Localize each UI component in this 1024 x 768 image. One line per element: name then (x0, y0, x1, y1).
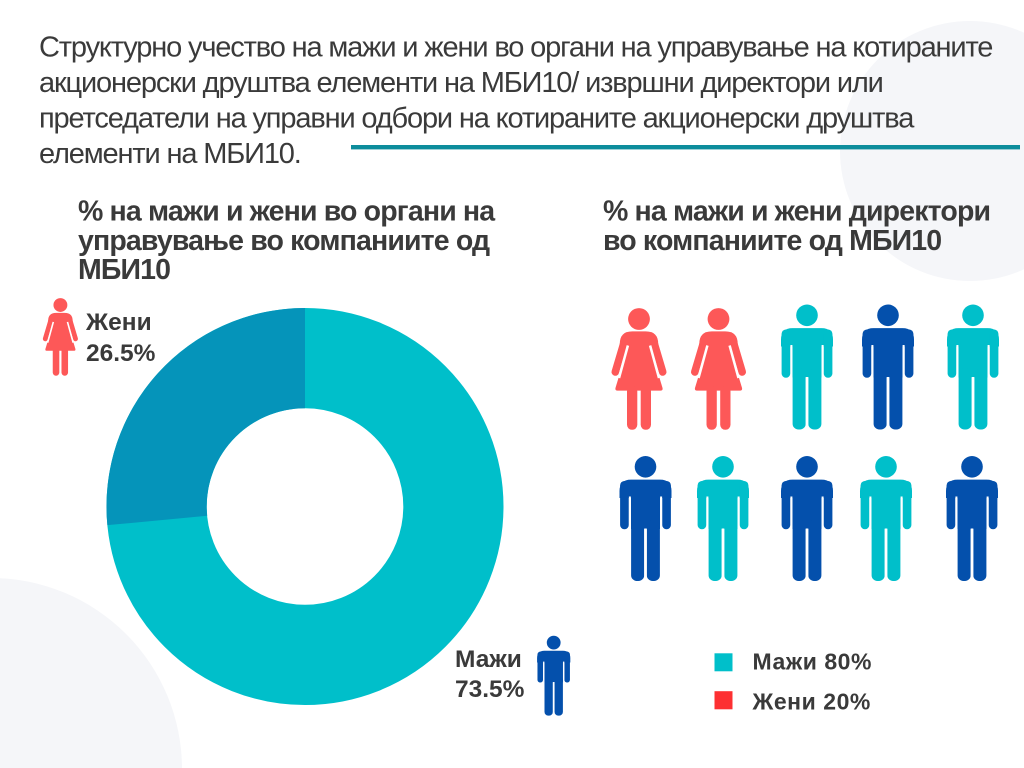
svg-text:во компаниите од МБИ10: во компаниите од МБИ10 (603, 225, 941, 257)
svg-text:Мажи 80%: Мажи 80% (753, 648, 873, 674)
svg-text:% на мажи и жени директори: % на мажи и жени директори (603, 196, 990, 228)
svg-text:претседатели на управни одбори: претседатели на управни одбори на котира… (39, 103, 915, 135)
svg-text:Мажи: Мажи (455, 646, 522, 673)
svg-text:73.5%: 73.5% (455, 676, 525, 703)
svg-text:Жени: Жени (85, 309, 152, 336)
svg-text:елементи на МБИ10.: елементи на МБИ10. (39, 138, 301, 170)
svg-text:управување во компаниите од: управување во компаниите од (78, 225, 490, 257)
svg-text:Жени 20%: Жени 20% (752, 688, 871, 714)
svg-text:26.5%: 26.5% (86, 340, 156, 367)
svg-text:МБИ10: МБИ10 (78, 254, 170, 286)
svg-text:Структурно учество на мажи и ж: Структурно учество на мажи и жени во орг… (39, 31, 992, 63)
svg-text:% на мажи и жени во органи на: % на мажи и жени во органи на (78, 196, 496, 228)
svg-text:акционерски друштва елементи н: акционерски друштва елементи на МБИ10/ и… (39, 67, 883, 99)
